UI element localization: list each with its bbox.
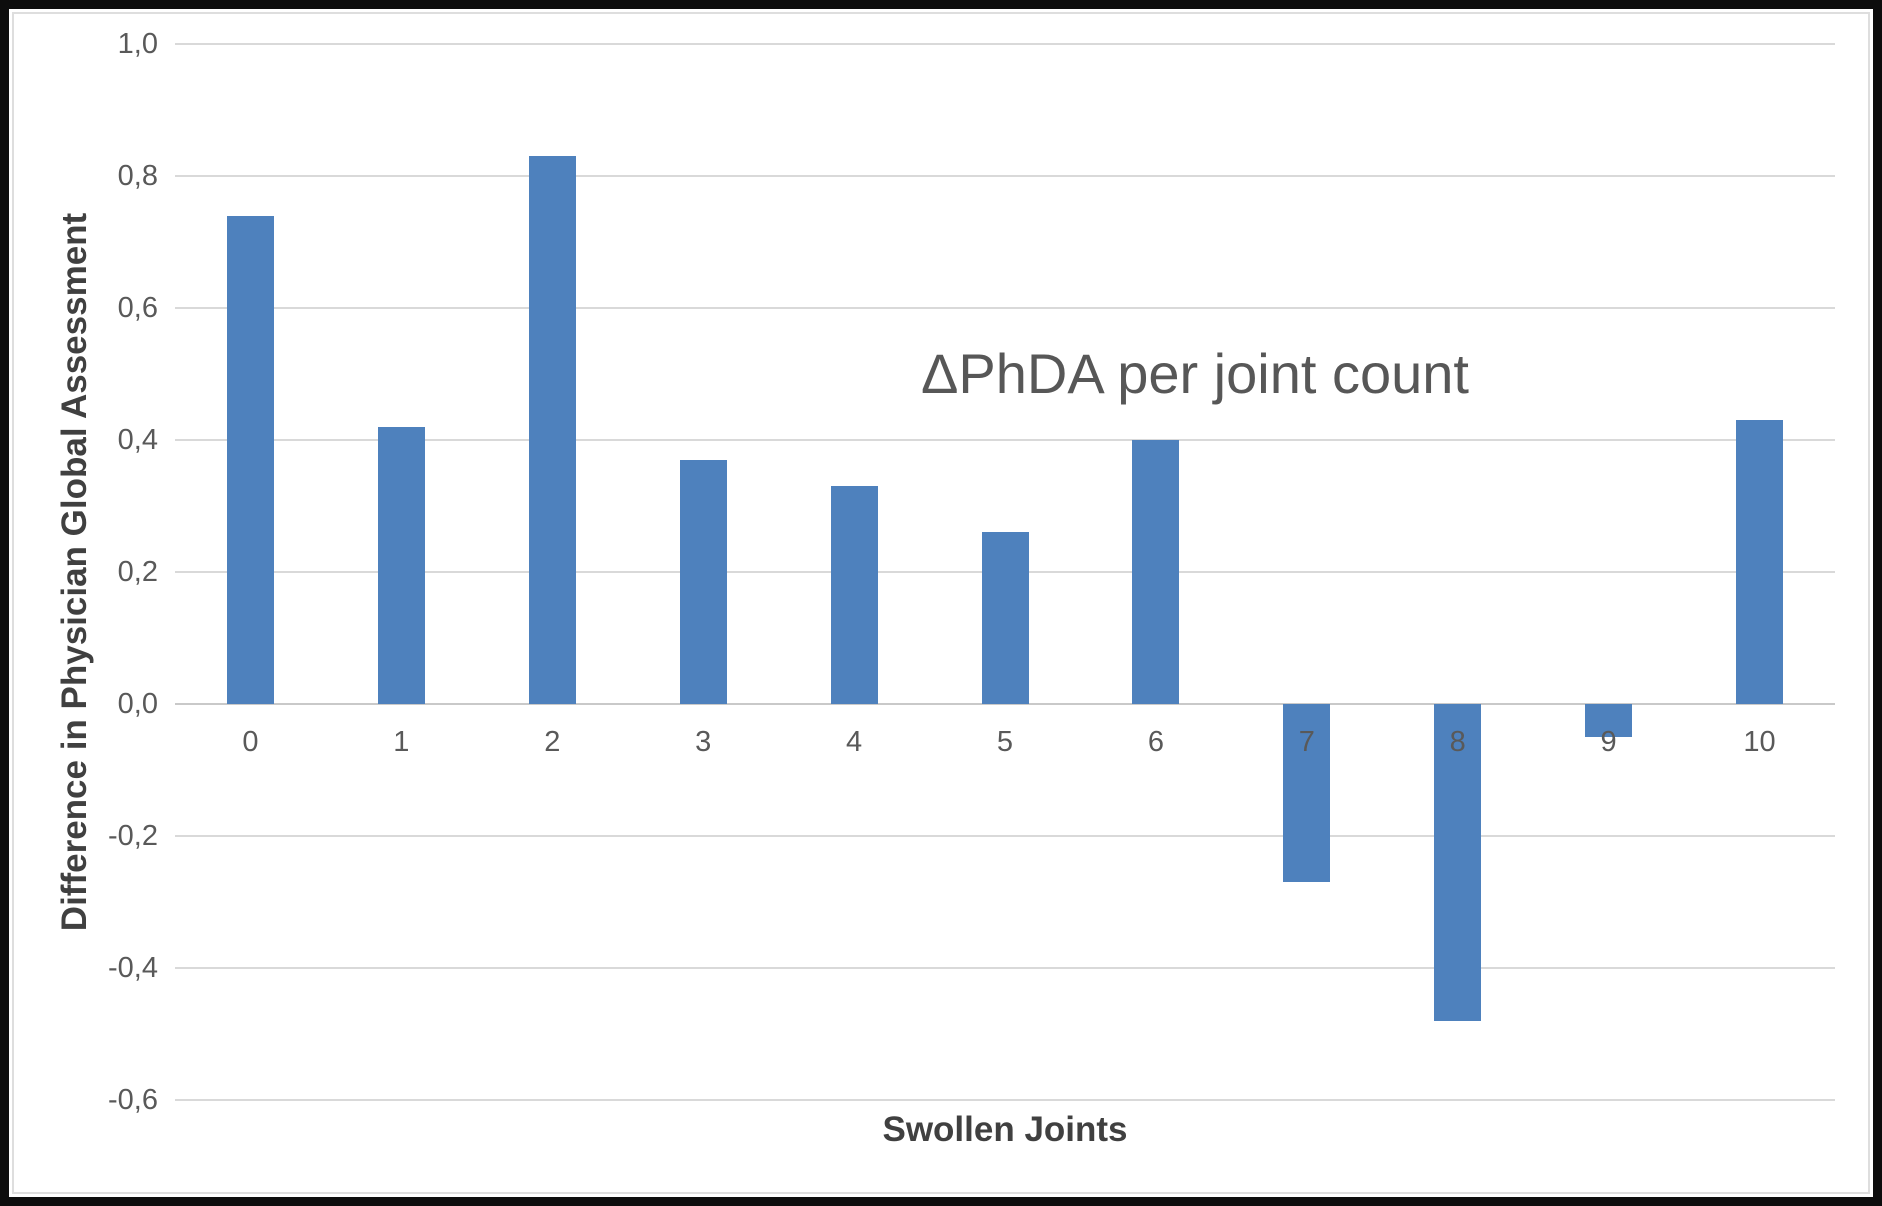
- x-tick-label-6: 6: [1147, 726, 1164, 758]
- x-tick-label-4: 4: [846, 726, 863, 758]
- zero-axis-line: [175, 703, 1835, 705]
- bar-category-3: [679, 459, 727, 704]
- x-tick-label-3: 3: [695, 726, 712, 758]
- y-tick-label: 1,0: [117, 28, 158, 60]
- y-tick-label: 0,6: [117, 292, 158, 324]
- bar-category-8: [1434, 704, 1482, 1021]
- y-tick-label: 0,2: [117, 556, 158, 588]
- x-tick-label-1: 1: [393, 726, 410, 758]
- gridline: [175, 967, 1835, 969]
- gridline: [175, 307, 1835, 309]
- gridline: [175, 175, 1835, 177]
- y-tick-label: 0,8: [117, 160, 158, 192]
- x-axis-title: Swollen Joints: [882, 1110, 1128, 1149]
- x-tick-label-2: 2: [544, 726, 561, 758]
- bar-category-6: [1132, 440, 1180, 704]
- gridline: [175, 1099, 1835, 1101]
- bar-category-5: [981, 532, 1029, 704]
- y-tick-label: 0,0: [117, 688, 158, 720]
- chart-area-border: [12, 12, 1870, 1194]
- gridline: [175, 43, 1835, 45]
- gridline: [175, 835, 1835, 837]
- bar-category-2: [528, 156, 576, 704]
- x-tick-label-9: 9: [1600, 726, 1617, 758]
- y-tick-label: 0,4: [117, 424, 158, 456]
- y-tick-label: -0,6: [108, 1084, 158, 1116]
- x-tick-label-7: 7: [1298, 726, 1315, 758]
- gridline: [175, 439, 1835, 441]
- bar-category-9: [1585, 704, 1633, 737]
- y-tick-label: -0,4: [108, 952, 158, 984]
- bar-category-4: [830, 486, 878, 704]
- bar-category-1: [377, 426, 425, 704]
- x-tick-label-10: 10: [1743, 726, 1776, 758]
- y-tick-label: -0,2: [108, 820, 158, 852]
- x-tick-label-0: 0: [242, 726, 259, 758]
- bar-category-7: [1283, 704, 1331, 883]
- x-tick-label-8: 8: [1449, 726, 1466, 758]
- chart-title: ΔPhDA per joint count: [921, 342, 1469, 405]
- bar-category-0: [226, 215, 274, 704]
- x-tick-label-5: 5: [996, 726, 1014, 758]
- y-axis-title: Difference in Physician Global Assessmen…: [55, 212, 94, 932]
- bar-category-10: [1736, 420, 1784, 704]
